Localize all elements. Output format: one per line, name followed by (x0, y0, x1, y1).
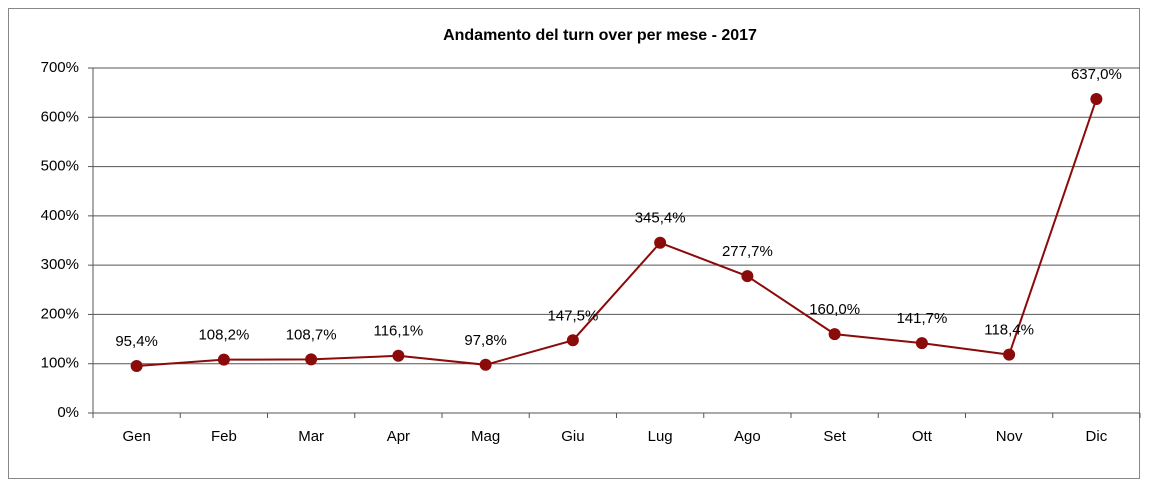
point (915, 337, 928, 350)
point (741, 270, 754, 283)
y-tick-label: 200% (41, 305, 79, 322)
x-tick-label: Giu (561, 428, 584, 445)
data-label: 160,0% (809, 301, 860, 318)
data-label: 277,7% (722, 243, 773, 260)
line (136, 98, 1098, 367)
y-tick-label: 300% (41, 256, 79, 273)
y-tick-label: 0% (57, 404, 79, 421)
data-label: 141,7% (896, 310, 947, 327)
point (828, 328, 841, 341)
data-label: 147,5% (547, 307, 598, 324)
y-tick-label: 600% (41, 108, 79, 125)
x-tick-label: Mar (298, 428, 324, 445)
point (305, 353, 318, 366)
chart-border (8, 8, 1140, 479)
point (479, 358, 492, 371)
data-label: 97,8% (464, 332, 507, 349)
x-tick-label: Ott (912, 428, 933, 445)
point (217, 353, 230, 366)
x-tick-label: Lug (648, 428, 673, 445)
chart-title: Andamento del turn over per mese - 2017 (443, 27, 757, 44)
x-tick-label: Nov (996, 428, 1023, 445)
data-label: 108,7% (286, 326, 337, 343)
x-tick-label: Feb (211, 428, 237, 445)
point (654, 236, 667, 249)
data-label: 118,4% (984, 322, 1034, 339)
x-tick-label: Set (823, 428, 846, 445)
y-tick-label: 700% (41, 59, 79, 76)
data-label: 345,4% (635, 210, 686, 227)
y-tick-label: 400% (41, 207, 79, 224)
x-tick-label: Ago (734, 428, 761, 445)
data-label: 116,1% (373, 323, 423, 340)
point (1003, 348, 1016, 361)
y-tick-label: 100% (41, 355, 79, 372)
x-tick-label: Gen (122, 428, 150, 445)
point (1090, 93, 1103, 106)
y-tick-label: 500% (41, 158, 79, 175)
point (566, 334, 579, 347)
data-label: 95,4% (115, 333, 158, 350)
x-tick-label: Apr (387, 428, 410, 445)
data-label: 108,2% (198, 327, 249, 344)
point (392, 349, 405, 362)
x-tick-label: Mag (471, 428, 500, 445)
point (130, 359, 143, 372)
x-tick-label: Dic (1086, 428, 1108, 445)
data-label: 637,0% (1071, 66, 1122, 83)
